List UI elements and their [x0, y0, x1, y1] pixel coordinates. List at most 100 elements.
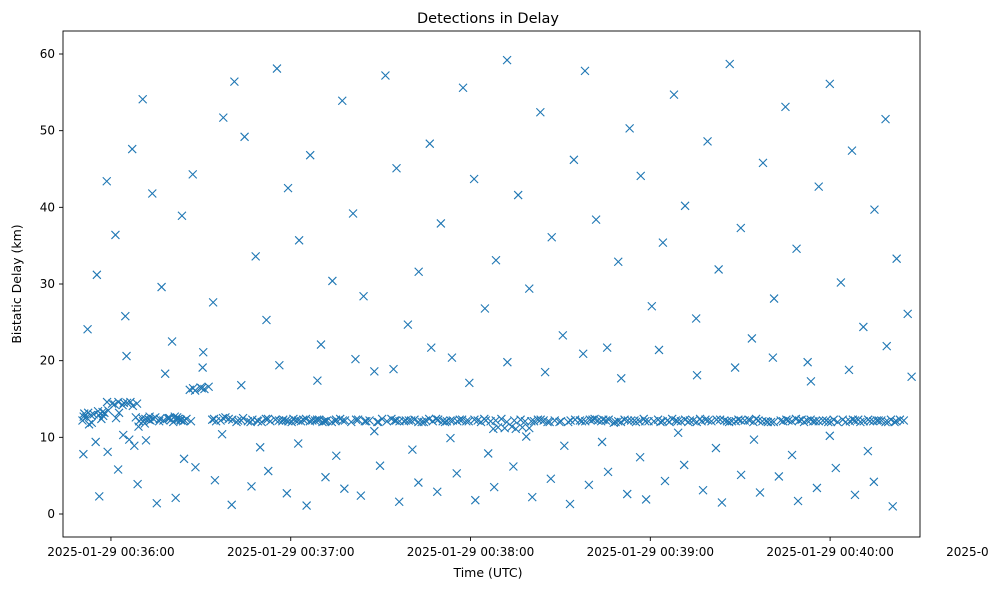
data-point: [149, 414, 158, 424]
data-point: [669, 90, 679, 100]
data-point: [446, 433, 455, 443]
data-point: [787, 450, 797, 460]
data-point: [470, 495, 480, 505]
data-point: [446, 416, 455, 425]
data-point: [102, 397, 112, 407]
data-point: [190, 386, 200, 395]
data-point: [403, 320, 413, 330]
data-point: [157, 282, 166, 292]
data-point: [559, 441, 569, 451]
data-point: [440, 417, 450, 427]
data-point: [569, 155, 579, 165]
data-point: [337, 96, 347, 106]
data-point: [526, 416, 536, 426]
data-point: [622, 489, 632, 499]
data-point: [658, 416, 667, 426]
data-point: [413, 478, 423, 487]
data-point: [502, 55, 512, 65]
data-point: [797, 415, 807, 425]
data-point: [339, 484, 349, 494]
data-point: [580, 66, 590, 76]
data-point: [496, 414, 506, 424]
data-point: [508, 462, 518, 471]
data-point: [536, 415, 546, 425]
data-point: [369, 367, 379, 376]
data-point: [806, 415, 816, 425]
data-point: [680, 201, 690, 211]
data-point: [177, 211, 187, 221]
data-point: [895, 415, 905, 425]
data-point: [395, 416, 404, 426]
x-tick-label: 2025-01-29 00:39:00: [587, 545, 714, 559]
data-point: [698, 485, 708, 495]
data-point: [178, 416, 188, 426]
data-point: [826, 417, 836, 427]
data-point: [734, 415, 743, 425]
y-tick-label: 30: [40, 277, 55, 291]
data-point: [147, 189, 157, 198]
data-point: [351, 415, 361, 425]
data-point: [92, 270, 102, 280]
data-point: [298, 415, 308, 425]
data-point: [305, 150, 315, 160]
data-point: [491, 416, 501, 425]
data-point: [806, 376, 816, 386]
data-point: [736, 416, 746, 425]
data-point: [432, 487, 442, 497]
data-point: [113, 465, 123, 474]
data-point: [881, 114, 890, 124]
data-point: [745, 416, 755, 425]
data-point: [488, 424, 498, 434]
data-point: [603, 467, 613, 477]
data-point: [602, 343, 612, 353]
data-point: [102, 176, 112, 186]
data-point: [768, 353, 778, 362]
data-point: [331, 451, 341, 461]
data-point: [715, 415, 725, 425]
y-tick-label: 50: [40, 124, 55, 138]
data-point: [262, 315, 271, 325]
data-point: [535, 107, 545, 117]
data-point: [865, 416, 875, 426]
data-point: [78, 449, 88, 459]
data-point: [639, 414, 649, 424]
data-point: [563, 417, 573, 427]
data-point: [251, 252, 261, 261]
data-points: [78, 55, 916, 511]
data-point: [660, 476, 670, 486]
data-point: [289, 414, 298, 424]
data-point: [555, 417, 564, 427]
data-point: [613, 257, 623, 267]
data-point: [272, 64, 282, 73]
data-point: [591, 215, 601, 224]
data-point: [392, 163, 401, 173]
data-point: [545, 417, 555, 427]
data-point: [825, 431, 835, 441]
data-point: [208, 298, 218, 307]
data-point: [382, 416, 392, 426]
data-point: [230, 77, 239, 86]
data-point: [204, 382, 214, 392]
data-point: [302, 501, 312, 510]
y-tick-label: 40: [40, 200, 55, 214]
data-point: [755, 488, 765, 497]
data-point: [419, 417, 429, 427]
data-point: [812, 483, 822, 493]
data-point: [736, 470, 746, 480]
data-point: [375, 461, 385, 471]
data-point: [714, 265, 724, 274]
data-point: [859, 416, 869, 426]
data-point: [312, 415, 322, 425]
data-point: [271, 415, 280, 425]
data-point: [870, 205, 879, 215]
data-point: [814, 182, 824, 192]
plot-frame: [62, 30, 921, 538]
data-point: [876, 416, 886, 425]
data-point: [173, 414, 183, 424]
data-point: [707, 416, 716, 426]
data-point: [598, 415, 608, 425]
data-point: [346, 417, 356, 427]
data-point: [96, 414, 106, 424]
data-point: [836, 278, 846, 287]
